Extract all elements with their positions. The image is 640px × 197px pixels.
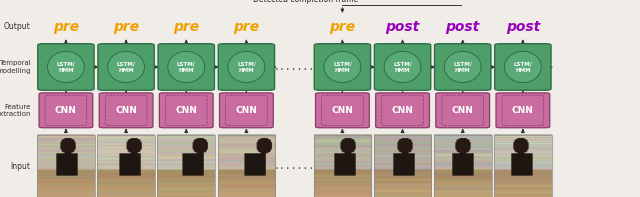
- Ellipse shape: [504, 51, 541, 83]
- Ellipse shape: [228, 51, 265, 83]
- FancyBboxPatch shape: [316, 93, 369, 128]
- Ellipse shape: [384, 51, 421, 83]
- FancyBboxPatch shape: [99, 93, 153, 128]
- Ellipse shape: [108, 51, 145, 83]
- Ellipse shape: [168, 51, 205, 83]
- Text: pre: pre: [113, 20, 139, 34]
- FancyBboxPatch shape: [159, 93, 213, 128]
- Ellipse shape: [444, 51, 481, 83]
- FancyBboxPatch shape: [376, 93, 429, 128]
- Ellipse shape: [324, 51, 361, 83]
- FancyBboxPatch shape: [220, 93, 273, 128]
- Text: LSTM/
HMM: LSTM/ HMM: [453, 61, 472, 72]
- Text: LSTM/
HMM: LSTM/ HMM: [333, 61, 352, 72]
- FancyBboxPatch shape: [218, 44, 275, 90]
- FancyBboxPatch shape: [436, 93, 490, 128]
- Text: Detected completion frame —: Detected completion frame —: [253, 0, 368, 4]
- Text: CNN: CNN: [55, 106, 77, 115]
- FancyBboxPatch shape: [496, 93, 550, 128]
- Text: pre: pre: [173, 20, 199, 34]
- FancyBboxPatch shape: [435, 44, 491, 90]
- Text: pre: pre: [53, 20, 79, 34]
- Text: LSTM/
HMM: LSTM/ HMM: [513, 61, 532, 72]
- FancyBboxPatch shape: [39, 93, 93, 128]
- FancyBboxPatch shape: [158, 44, 214, 90]
- Text: CNN: CNN: [115, 106, 137, 115]
- Text: post: post: [445, 20, 480, 34]
- Text: CNN: CNN: [452, 106, 474, 115]
- Text: CNN: CNN: [236, 106, 257, 115]
- Text: post: post: [385, 20, 420, 34]
- Text: Feature
extraction: Feature extraction: [0, 104, 31, 117]
- Text: Temporal
modelling: Temporal modelling: [0, 60, 31, 74]
- Ellipse shape: [47, 51, 84, 83]
- FancyBboxPatch shape: [98, 44, 154, 90]
- Text: LSTM/
HMM: LSTM/ HMM: [116, 61, 136, 72]
- Text: LSTM/
HMM: LSTM/ HMM: [177, 61, 196, 72]
- Text: Output: Output: [4, 22, 31, 31]
- Text: CNN: CNN: [512, 106, 534, 115]
- FancyBboxPatch shape: [374, 44, 431, 90]
- Text: CNN: CNN: [332, 106, 353, 115]
- Text: LSTM/
HMM: LSTM/ HMM: [56, 61, 76, 72]
- Text: .......: .......: [274, 62, 315, 72]
- Text: LSTM/
HMM: LSTM/ HMM: [237, 61, 256, 72]
- FancyBboxPatch shape: [314, 44, 371, 90]
- Text: pre: pre: [330, 20, 355, 34]
- Text: pre: pre: [234, 20, 259, 34]
- Text: Input: Input: [11, 162, 31, 171]
- Text: LSTM/
HMM: LSTM/ HMM: [393, 61, 412, 72]
- Text: post: post: [506, 20, 540, 34]
- FancyBboxPatch shape: [38, 44, 94, 90]
- Text: .......: .......: [274, 162, 315, 171]
- Text: CNN: CNN: [392, 106, 413, 115]
- Text: CNN: CNN: [175, 106, 197, 115]
- FancyBboxPatch shape: [495, 44, 551, 90]
